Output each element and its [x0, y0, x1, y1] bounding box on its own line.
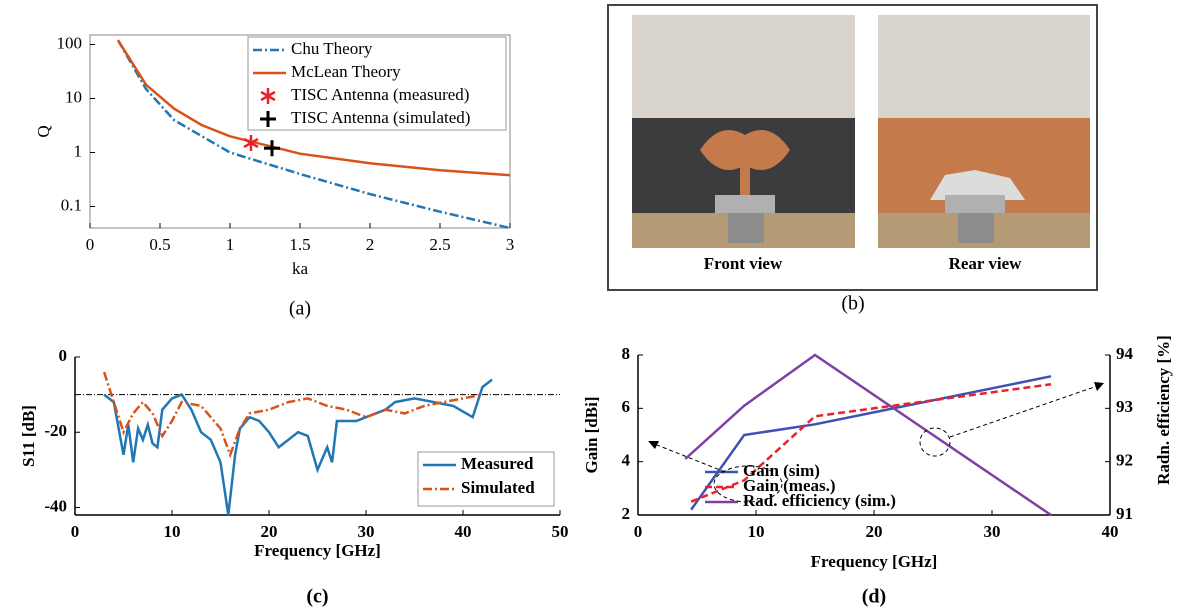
legend-label: Simulated [461, 478, 535, 497]
connector [945, 195, 1005, 213]
x-tick-label: 2 [366, 235, 375, 254]
copper-patch [700, 130, 790, 170]
solder [930, 170, 1025, 200]
chart-panel: 0 10 20 30 40 2 4 6 8 91 92 93 94 Frequency [GHz] Gain… [582, 335, 1173, 607]
series-line [690, 383, 1052, 503]
series-line [102, 371, 483, 459]
legend-label: Chu Theory [291, 39, 373, 58]
y2-tick-label: 91 [1116, 504, 1133, 523]
x-tick-label: 0 [86, 235, 95, 254]
x-tick-label: 1.5 [289, 235, 310, 254]
legend-label: Measured [461, 454, 534, 473]
caption: (d) [862, 586, 886, 608]
photo-panel: Front view Rear view (b) [607, 4, 1098, 315]
caption: (c) [306, 586, 328, 608]
series-line [116, 39, 511, 230]
x-tick-label: 20 [261, 522, 278, 541]
marker-stroke [243, 137, 259, 149]
legend-box [417, 451, 555, 507]
x-axis-label: Frequency [GHz] [254, 541, 381, 560]
annotations [648, 382, 1104, 503]
plot-area [638, 355, 1110, 515]
y2-tick-label: 92 [1116, 451, 1133, 470]
y2-axis-label: Radn. efficiency [%] [1154, 335, 1173, 485]
x-tick-label: 30 [358, 522, 375, 541]
annotation-ellipse [919, 427, 951, 457]
photo-label: Rear view [949, 254, 1023, 273]
star-marker [243, 135, 259, 152]
connector [728, 213, 764, 243]
y-axis-label: S11 [dB] [19, 405, 38, 467]
arrow-head [1094, 382, 1104, 391]
x-axis-label: ka [292, 259, 309, 278]
x-tick-label: 1 [226, 235, 235, 254]
plus-marker [264, 140, 280, 157]
y-tick-label: 0.1 [61, 195, 82, 214]
x-axis-label: Frequency [GHz] [811, 552, 938, 571]
legend-label: Gain (sim) [743, 461, 820, 480]
x-tick-label: 40 [1102, 522, 1119, 541]
legend-box [247, 36, 507, 131]
legend: Measured Simulated [417, 451, 555, 507]
x-tick-label: 10 [164, 522, 181, 541]
x-tick-label: 2.5 [429, 235, 450, 254]
photo-label: Front view [704, 254, 783, 273]
y-tick-label: 4 [622, 451, 631, 470]
y-tick-label: -20 [44, 421, 67, 440]
ruler [878, 15, 1090, 120]
ruler [632, 15, 855, 120]
series-line [116, 39, 511, 177]
annotation-arrow [949, 384, 1101, 438]
caption: (b) [841, 293, 864, 315]
annotation-arrow [651, 442, 726, 473]
x-tick-label: 40 [455, 522, 472, 541]
y-tick-label: -40 [44, 496, 67, 515]
legend: Gain (sim)Gain (meas.)Rad. efficiency (s… [705, 461, 896, 510]
x-tick-label: 0.5 [149, 235, 170, 254]
rear-photo [878, 15, 1090, 248]
x-tick-label: 0 [71, 522, 80, 541]
x-tick-label: 3 [506, 235, 515, 254]
feed [740, 165, 750, 195]
legend-label: McLean Theory [291, 62, 401, 81]
x-tick-label: 10 [748, 522, 765, 541]
plus-marker [260, 111, 276, 127]
legend-label: TISC Antenna (simulated) [291, 108, 470, 127]
star-marker [260, 88, 276, 104]
legend-label: TISC Antenna (measured) [291, 85, 469, 104]
y-tick-label: 100 [57, 33, 83, 52]
arrow-head [648, 441, 659, 449]
y2-tick-label: 94 [1116, 344, 1134, 363]
y-axis-label: Q [34, 125, 53, 137]
y-tick-label: 2 [622, 504, 631, 523]
front-photo [632, 15, 855, 248]
annotation-ellipse [713, 465, 783, 503]
legend: Chu Theory McLean Theory TISC Antenna (mea… [247, 36, 507, 131]
y-tick-label: 0 [59, 346, 68, 365]
chart-panel: 0 10 20 30 40 50 0 -20 -40 Frequency [GHz] S11 [dB… [19, 346, 569, 608]
legend-label: Rad. efficiency (sim.) [743, 491, 896, 510]
x-tick-label: 0 [634, 522, 643, 541]
y-tick-label: 1 [74, 141, 83, 160]
y-tick-label: 8 [622, 344, 631, 363]
series-line [684, 353, 1052, 517]
x-tick-label: 30 [984, 522, 1001, 541]
connector [715, 195, 775, 213]
y-axis-label: Gain [dBi] [582, 397, 601, 474]
legend-label: Gain (meas.) [743, 476, 836, 495]
y-tick-label: 10 [65, 87, 82, 106]
y2-tick-label: 93 [1116, 397, 1133, 416]
connector [958, 213, 994, 243]
y-tick-label: 6 [622, 397, 631, 416]
x-tick-label: 50 [552, 522, 569, 541]
x-tick-label: 20 [866, 522, 883, 541]
marker-stroke [260, 90, 276, 102]
chart-panel: 0 0.5 1 1.5 2 2.5 3 0.1 1 10 100 ka Q (a) Chu Theory Mc… [34, 33, 514, 319]
caption: (a) [289, 298, 311, 320]
